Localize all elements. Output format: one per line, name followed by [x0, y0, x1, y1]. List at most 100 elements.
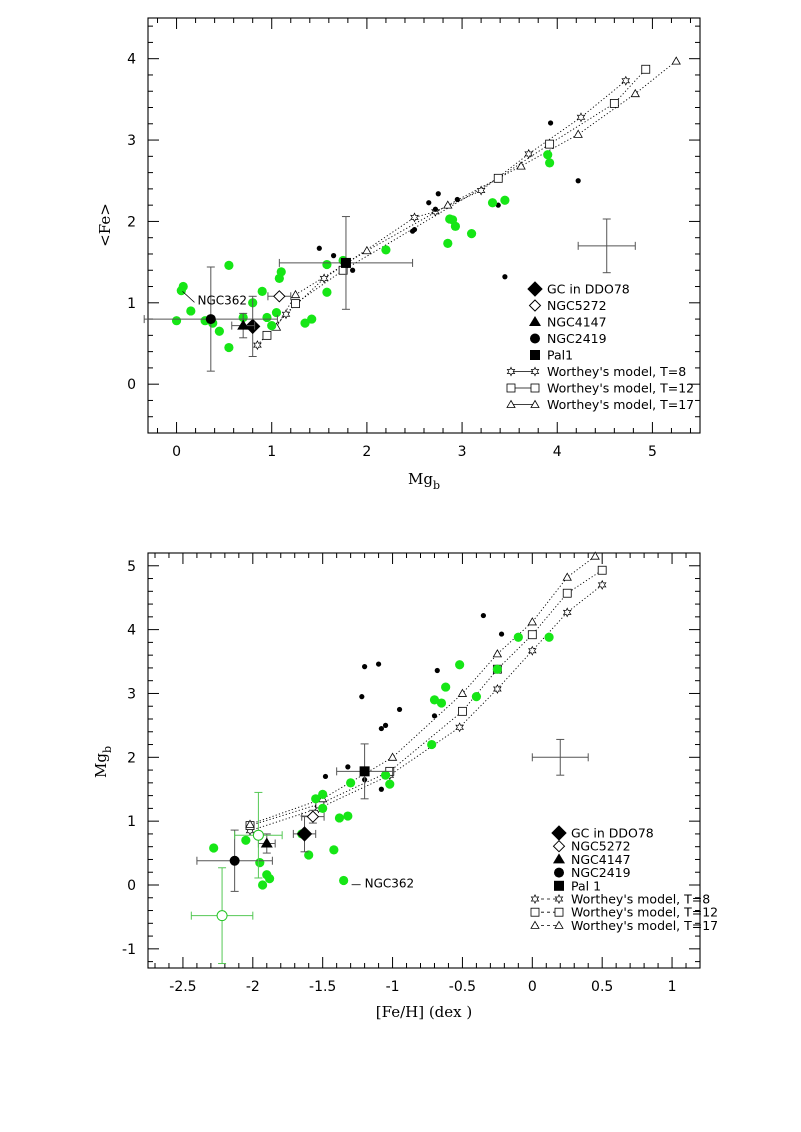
green-point [307, 314, 317, 324]
x-tick-label: -2.5 [169, 979, 196, 995]
green-point [257, 880, 268, 890]
green-point [427, 739, 437, 750]
y-tick-label: 0 [127, 878, 136, 894]
green-point [322, 259, 332, 270]
green-point [436, 698, 447, 708]
black-point [396, 706, 403, 713]
highlight-marker [216, 910, 228, 922]
green-point [255, 858, 265, 868]
legend-marker [527, 281, 543, 297]
legend-marker [530, 350, 540, 360]
legend-label: NGC2419 [547, 331, 607, 346]
axis-ticks: 0 1 2 3 4 5 0 1 2 3 4 [127, 18, 700, 460]
x-tick-label: 0 [172, 444, 181, 460]
x-tick-label: 1 [267, 444, 276, 460]
legend-label: NGC5272 [547, 298, 607, 313]
legend-marker [554, 920, 564, 929]
model-marker [630, 88, 640, 98]
green-point [214, 326, 224, 336]
model-line [249, 555, 596, 825]
green-point [267, 320, 277, 331]
legend-label: Worthey's model, T=17 [571, 918, 718, 933]
annotation: NGC362 [351, 877, 414, 891]
green-point [334, 813, 345, 823]
legend-marker [554, 867, 564, 878]
black-point [350, 267, 356, 273]
legend-marker [530, 920, 540, 929]
model-line [249, 569, 603, 827]
model-marker [410, 212, 419, 223]
x-tick-label: 2 [362, 444, 371, 460]
black-point [502, 274, 508, 280]
y-axis-label: <Fe> [96, 203, 114, 247]
legend-label: Pal 1 [571, 878, 601, 893]
legend: GC in DDO78NGC5272NGC4147NGC2419Pal1Wort… [506, 281, 694, 412]
black-point [316, 245, 322, 251]
y-tick-label: 3 [127, 133, 136, 149]
green-point [178, 281, 188, 292]
model-curves [253, 56, 681, 351]
y-tick-label: 0 [127, 377, 136, 393]
green-point [381, 245, 391, 255]
model-marker [516, 161, 526, 170]
green-point [543, 150, 553, 160]
y-tick-label: 1 [127, 814, 136, 830]
black-point [432, 206, 439, 212]
x-axis-label: Mgb [408, 470, 440, 492]
green-point [429, 695, 440, 705]
green-point [441, 682, 451, 692]
model-marker [253, 340, 262, 351]
x-tick-label: -2 [246, 979, 260, 995]
legend-label: NGC5272 [571, 839, 631, 854]
green-point [262, 312, 272, 323]
green-point [544, 632, 554, 642]
highlight-points [143, 216, 414, 372]
axis-ticks: -2.5 -2 -1.5 -1 -0.5 0 0.5 1 -1 0 1 2 3 4 5 [122, 552, 701, 995]
legend-label: Pal1 [547, 348, 573, 363]
legend-marker [530, 907, 540, 917]
black-point [434, 667, 440, 674]
black-point [330, 253, 337, 259]
black-point [431, 713, 438, 719]
highlight-marker [359, 766, 370, 777]
legend-marker [530, 383, 540, 393]
y-axis-label: Mgb [92, 746, 114, 778]
model-marker [492, 649, 503, 658]
legend-label: NGC2419 [571, 865, 631, 880]
legend-label: Worthey's model, T=8 [547, 364, 686, 379]
green-point [339, 875, 349, 886]
green-point [318, 803, 328, 813]
model-marker [492, 683, 502, 695]
x-tick-label: -0.5 [449, 979, 476, 995]
highlight-points [190, 743, 394, 965]
highlight-marker [296, 826, 313, 842]
green-point [380, 770, 391, 780]
green-point [257, 286, 267, 297]
model-marker [562, 572, 572, 581]
y-tick-label: 2 [127, 750, 136, 766]
legend-marker [506, 399, 516, 408]
legend-marker [530, 366, 540, 377]
highlight-marker [273, 290, 286, 303]
model-marker [290, 289, 301, 299]
legend-marker [552, 839, 566, 853]
black-point [375, 661, 382, 667]
green-point [513, 632, 523, 642]
data-points [209, 612, 554, 890]
x-tick-label: -1 [386, 979, 400, 995]
legend-marker [554, 907, 564, 917]
legend-label: NGC4147 [547, 315, 607, 330]
highlight-marker [340, 257, 351, 268]
y-tick-label: 2 [127, 214, 136, 230]
green-point [487, 198, 498, 208]
model-marker [590, 551, 600, 560]
model-marker [545, 139, 555, 149]
green-point [322, 287, 332, 297]
legend-label: NGC4147 [571, 852, 631, 867]
highlight-marker [205, 314, 216, 325]
y-tick-label: 3 [127, 686, 136, 702]
highlight-marker [237, 319, 250, 330]
model-line [249, 584, 603, 832]
